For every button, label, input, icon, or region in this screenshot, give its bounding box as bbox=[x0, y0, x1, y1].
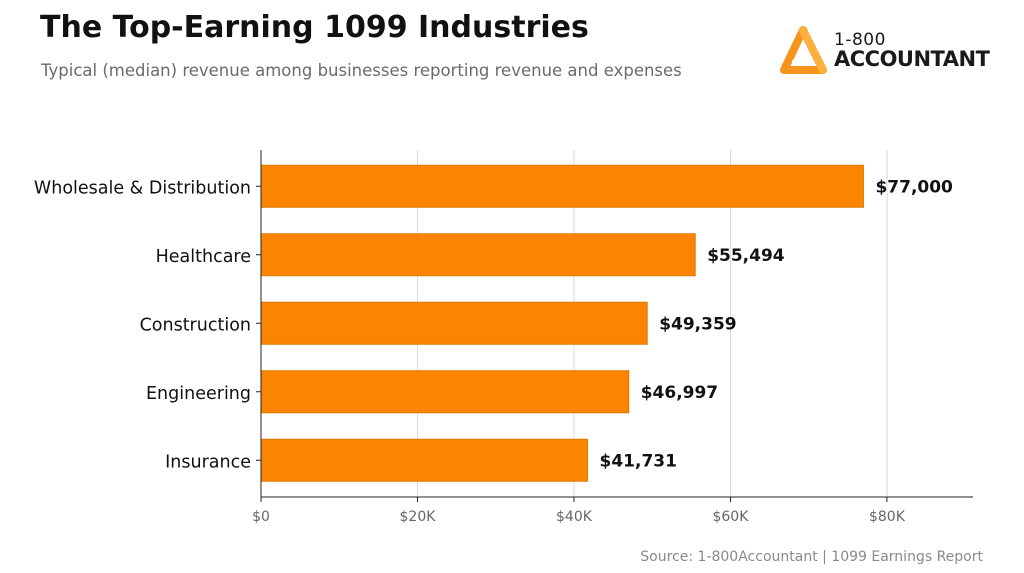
bar bbox=[260, 164, 864, 208]
data-label: $49,359 bbox=[659, 314, 736, 334]
category-label: Engineering bbox=[146, 384, 251, 404]
bar bbox=[260, 370, 630, 414]
data-label: $46,997 bbox=[641, 383, 718, 403]
data-label: $55,494 bbox=[707, 246, 785, 266]
data-label: $41,731 bbox=[600, 451, 677, 471]
chart-title: The Top-Earning 1099 Industries bbox=[40, 10, 589, 45]
category-label: Insurance bbox=[165, 452, 251, 472]
x-tick-label: $20K bbox=[400, 509, 437, 525]
logo-text-name: ACCOUNTANT bbox=[834, 47, 990, 71]
category-label: Wholesale & Distribution bbox=[34, 178, 251, 198]
bar bbox=[260, 233, 696, 277]
x-tick-label: $40K bbox=[556, 509, 593, 525]
x-tick-label: $0 bbox=[252, 509, 270, 525]
bar bbox=[260, 438, 589, 482]
x-tick-label: $80K bbox=[869, 509, 906, 525]
data-label: $77,000 bbox=[875, 177, 953, 197]
x-tick-label: $60K bbox=[712, 509, 749, 525]
bar bbox=[260, 301, 648, 345]
logo-text-number: 1-800 bbox=[834, 30, 886, 50]
source-note: Source: 1-800Accountant | 1099 Earnings … bbox=[640, 549, 983, 565]
category-label: Healthcare bbox=[156, 247, 251, 267]
triangle-a-logo-icon bbox=[780, 26, 827, 74]
category-label: Construction bbox=[140, 315, 251, 335]
company-logo: 1-800 ACCOUNTANT bbox=[778, 26, 990, 78]
chart-subtitle: Typical (median) revenue among businesse… bbox=[41, 61, 682, 80]
